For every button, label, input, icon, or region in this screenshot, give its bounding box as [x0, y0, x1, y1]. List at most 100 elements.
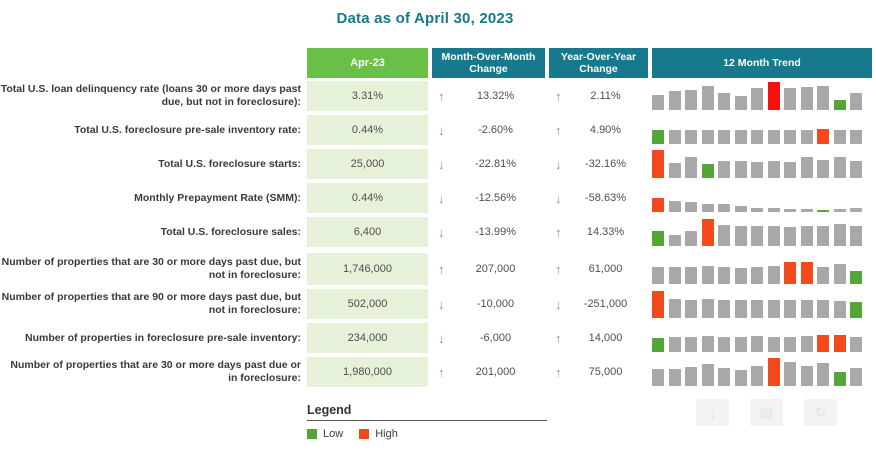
yoy-change-cell: ↑ 14.33%	[549, 217, 648, 247]
trend-bar	[800, 226, 813, 246]
yoy-change-cell: ↑ 4.90%	[549, 115, 648, 145]
trend-bar	[668, 130, 681, 144]
down-arrow-icon: ↓	[438, 296, 445, 312]
trend-bar	[718, 161, 730, 178]
legend: Legend Low High	[307, 403, 547, 440]
trend-bar	[751, 267, 763, 284]
trend-bar	[685, 157, 697, 178]
trend-bar	[751, 300, 763, 318]
up-arrow-icon: ↑	[438, 261, 445, 277]
trend-bar	[767, 226, 780, 246]
down-arrow-icon: ↓	[555, 190, 562, 206]
trend-bar	[668, 369, 681, 386]
current-value-cell: 502,000	[307, 289, 428, 319]
watermark-toolbar: ↓ ▤ ↻	[696, 399, 837, 426]
trend-bar	[751, 366, 763, 386]
up-arrow-icon: ↑	[438, 88, 445, 104]
legend-title: Legend	[307, 403, 352, 417]
trend-bar	[751, 162, 763, 178]
trend-bar	[784, 300, 796, 318]
up-arrow-icon: ↑	[555, 261, 562, 277]
current-value-cell: 1,980,000	[307, 357, 428, 387]
row-label: Monthly Prepayment Rate (SMM):	[134, 191, 301, 204]
row-label: Total U.S. foreclosure pre-sale inventor…	[74, 123, 301, 136]
up-arrow-icon: ↑	[555, 122, 562, 138]
trend-bar	[734, 161, 747, 178]
trend-bar	[734, 96, 747, 110]
yoy-change-cell: ↑ 61,000	[549, 253, 648, 285]
high-bar	[817, 129, 829, 144]
trend-bar	[701, 204, 714, 212]
high-bar	[652, 198, 664, 212]
trend-bar	[701, 336, 714, 352]
current-value-cell: 25,000	[307, 149, 428, 179]
trend-bar	[767, 337, 780, 352]
trend-bar	[784, 209, 796, 212]
trend-bar	[800, 130, 813, 144]
metrics-table: Apr-23 Month-Over-Month Change Year-Over…	[0, 48, 876, 391]
mom-change-cell: ↓ -12.56%	[432, 183, 545, 213]
trend-bar	[817, 267, 829, 284]
down-arrow-icon: ↓	[438, 122, 445, 138]
trend-bar	[833, 264, 846, 284]
current-value-cell: 234,000	[307, 323, 428, 353]
trend-bar	[850, 208, 862, 212]
trend-sparkline	[652, 323, 872, 353]
high-bar	[800, 262, 813, 284]
table-row: Number of properties that are 90 or more…	[0, 289, 876, 319]
table-row: Number of properties that are 30 or more…	[0, 357, 876, 387]
row-label: Number of properties that are 30 or more…	[10, 359, 301, 384]
column-header-mom-change: Month-Over-Month Change	[432, 48, 545, 78]
mom-change-cell: ↓ -6,000	[432, 323, 545, 353]
trend-bar	[767, 208, 780, 212]
trend-bar	[767, 130, 780, 144]
table-row: Total U.S. loan delinquency rate (loans …	[0, 81, 876, 111]
low-bar	[652, 231, 664, 246]
table-header-row: Apr-23 Month-Over-Month Change Year-Over…	[0, 48, 876, 78]
data-grid-icon[interactable]: ▤	[750, 399, 783, 426]
yoy-change-cell: ↑ 2.11%	[549, 81, 648, 111]
trend-sparkline	[652, 81, 872, 111]
trend-bar	[751, 226, 763, 246]
low-bar	[701, 164, 714, 178]
high-bar	[701, 219, 714, 246]
trend-bar	[784, 337, 796, 352]
trend-bar	[850, 130, 862, 144]
refresh-icon[interactable]: ↻	[804, 399, 837, 426]
trend-bar	[734, 337, 747, 352]
download-icon[interactable]: ↓	[696, 399, 729, 426]
current-value-cell: 1,746,000	[307, 253, 428, 285]
trend-sparkline	[652, 289, 872, 319]
legend-low-swatch	[307, 429, 317, 439]
trend-bar	[817, 86, 829, 110]
table-row: Total U.S. foreclosure starts: 25,000 ↓ …	[0, 149, 876, 179]
yoy-change-cell: ↓ -32.16%	[549, 149, 648, 179]
row-label: Number of properties that are 90 or more…	[1, 291, 301, 316]
trend-bar	[718, 93, 730, 110]
trend-bar	[800, 209, 813, 212]
row-label: Number of properties that are 30 or more…	[1, 256, 301, 281]
trend-bar	[718, 204, 730, 212]
trend-sparkline	[652, 183, 872, 213]
legend-high-swatch	[359, 429, 370, 439]
low-bar	[652, 338, 664, 352]
page-title: Data as of April 30, 2023	[336, 10, 514, 27]
yoy-change-cell: ↑ 14,000	[549, 323, 648, 353]
trend-bar	[718, 130, 730, 144]
trend-bar	[751, 208, 763, 212]
trend-bar	[734, 268, 747, 284]
up-arrow-icon: ↑	[555, 330, 562, 346]
table-row: Monthly Prepayment Rate (SMM): 0.44% ↓ -…	[0, 183, 876, 213]
trend-bar	[800, 366, 813, 386]
trend-bar	[734, 130, 747, 144]
trend-bar	[734, 226, 747, 246]
current-value-cell: 0.44%	[307, 115, 428, 145]
trend-bar	[718, 300, 730, 318]
trend-bar	[701, 130, 714, 144]
mom-change-cell: ↓ -22.81%	[432, 149, 545, 179]
table-row: Number of properties that are 30 or more…	[0, 253, 876, 285]
trend-bar	[685, 90, 697, 110]
mom-change-cell: ↑ 13.32%	[432, 81, 545, 111]
trend-bar	[701, 299, 714, 318]
